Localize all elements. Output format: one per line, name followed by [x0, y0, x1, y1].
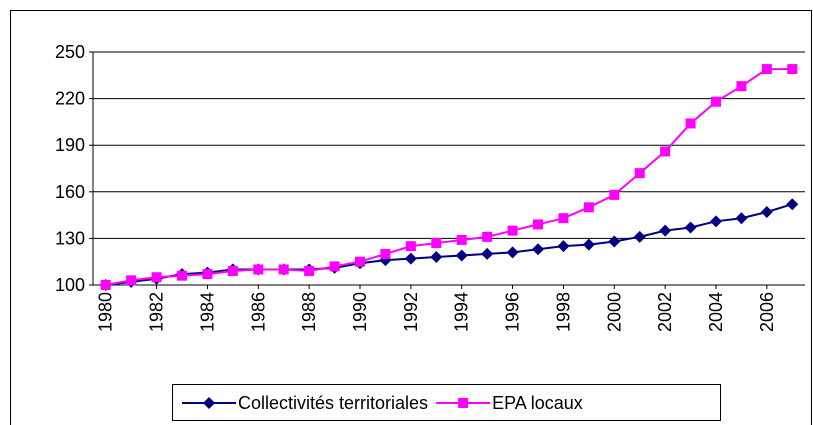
marker [532, 243, 544, 256]
marker [710, 215, 722, 228]
marker [633, 230, 646, 243]
x-tick-label: 2000 [604, 292, 624, 332]
y-tick-label: 190 [55, 135, 85, 155]
marker [506, 246, 519, 259]
marker [761, 64, 772, 75]
marker [482, 231, 493, 242]
marker [583, 202, 594, 213]
marker [760, 205, 773, 218]
marker [533, 219, 543, 230]
marker [659, 224, 672, 237]
legend-marker [203, 397, 215, 409]
y-tick-label: 130 [55, 228, 85, 248]
marker [456, 234, 467, 245]
marker [736, 81, 747, 92]
y-tick-label: 250 [55, 42, 85, 62]
marker [557, 240, 570, 253]
y-tick-label: 100 [55, 275, 85, 295]
marker [304, 266, 315, 277]
chart-frame [10, 10, 812, 425]
marker [609, 189, 620, 200]
marker [684, 221, 697, 234]
marker [660, 146, 671, 157]
marker [253, 264, 264, 275]
x-tick-label: 2004 [706, 292, 726, 332]
legend-label: EPA locaux [492, 393, 583, 413]
x-tick-label: 1982 [147, 292, 167, 332]
legend-marker [458, 398, 469, 408]
y-tick-label: 220 [55, 89, 85, 109]
legend-label: Collectivités territoriales [238, 393, 428, 413]
x-tick-label: 1992 [401, 292, 421, 332]
marker [685, 118, 696, 129]
marker [735, 212, 748, 225]
x-tick-label: 1994 [452, 292, 472, 332]
marker [507, 225, 518, 236]
marker [355, 256, 365, 267]
marker [711, 96, 721, 107]
x-tick-label: 1996 [503, 292, 523, 332]
marker [431, 238, 442, 249]
series-line [105, 203, 793, 286]
x-tick-label: 1986 [248, 292, 268, 332]
marker [787, 64, 798, 75]
y-tick-label: 160 [55, 182, 85, 202]
marker [100, 280, 111, 290]
marker [404, 252, 417, 265]
marker [608, 235, 621, 248]
marker [455, 249, 468, 262]
series-line [105, 68, 793, 286]
marker [786, 198, 799, 211]
marker [329, 261, 340, 272]
x-tick-label: 1984 [197, 292, 217, 332]
marker [582, 238, 595, 251]
x-tick-label: 1990 [350, 292, 370, 332]
marker [202, 269, 213, 280]
marker [380, 248, 391, 259]
marker [558, 213, 569, 224]
x-tick-label: 1998 [553, 292, 573, 332]
x-tick-label: 1980 [96, 292, 116, 332]
marker [177, 270, 187, 281]
x-tick-label: 2002 [655, 292, 675, 332]
marker [430, 251, 443, 264]
marker [278, 264, 289, 275]
marker [126, 275, 137, 286]
marker [227, 266, 238, 277]
marker [634, 168, 645, 179]
marker [405, 241, 416, 252]
marker [151, 272, 162, 283]
x-tick-label: 1988 [299, 292, 319, 332]
x-tick-label: 2006 [757, 292, 777, 332]
marker [481, 247, 494, 260]
